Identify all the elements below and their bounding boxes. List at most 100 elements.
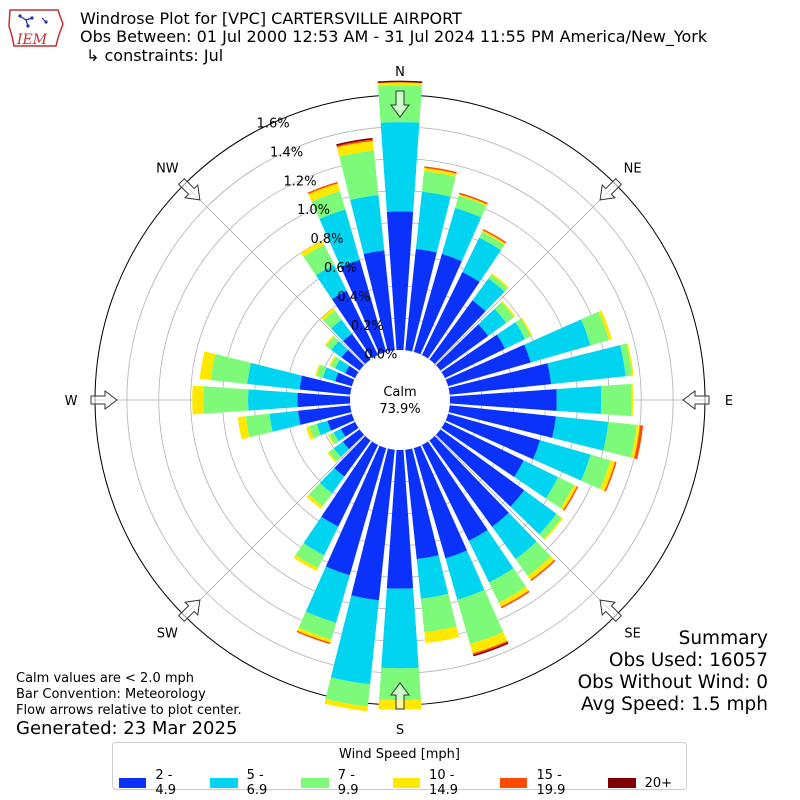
bar-segment [319, 209, 360, 267]
legend-swatch [210, 778, 238, 788]
bar-segment [630, 424, 640, 459]
bar-segment [472, 278, 505, 312]
bar-segment [386, 449, 414, 589]
bar-segment [498, 586, 529, 607]
bar-segment [473, 642, 509, 657]
bar-segment [424, 166, 457, 174]
legend-item: 20+ [607, 768, 673, 798]
bar-segment [600, 460, 616, 491]
bar-segment [543, 517, 563, 540]
bar-segment [336, 137, 373, 146]
bar-segment [441, 421, 524, 477]
bar-segment [547, 345, 626, 385]
bar-segment [336, 139, 373, 148]
bar-segment [479, 231, 505, 251]
bar-segment [298, 611, 337, 640]
bar-segment [339, 150, 379, 200]
compass-label-sw: SW [157, 627, 178, 642]
bar-segment [330, 356, 341, 369]
calm-definition: Calm values are < 2.0 mph [16, 671, 195, 686]
bar-segment [545, 477, 574, 509]
bar-segment [435, 429, 525, 507]
bar-segment [539, 513, 562, 539]
bar-segment [634, 425, 644, 460]
bar-segment [435, 324, 489, 371]
legend-label: 7 - 9.9 [337, 768, 359, 798]
bar-segment [326, 336, 339, 351]
legend-swatch [392, 778, 421, 788]
bar-segment [351, 448, 395, 601]
flow-arrow-sw-icon [177, 599, 201, 623]
bar-segment [501, 301, 516, 318]
legend-item: 2 - 4.9 [119, 768, 196, 798]
bar-segment [421, 271, 480, 359]
bar-segment [327, 413, 355, 431]
summary-obs-without-wind: Obs Without Wind: 0 [577, 672, 768, 693]
bar-segment [556, 385, 602, 415]
flow-arrow-shape [177, 177, 201, 201]
bar-segment [327, 434, 335, 445]
bar-segment [203, 386, 249, 414]
radial-tick-label: 1.0% [297, 203, 330, 218]
bar-segment [429, 435, 509, 527]
bar-segment [210, 353, 251, 384]
legend-item: 5 - 6.9 [210, 768, 287, 798]
bar-segment [315, 364, 321, 377]
bar-segment [482, 230, 506, 245]
radial-tick-label: 0.8% [310, 232, 343, 247]
bar-segment [363, 250, 395, 352]
calm-circle [350, 350, 450, 450]
bar-segment [581, 311, 609, 346]
bar-segment [421, 171, 456, 197]
legend-items: 2 - 4.9 5 - 6.9 7 - 9.9 10 - 14.9 15 - 19.9 2… [119, 768, 686, 798]
bar-segment [333, 441, 350, 457]
bar-segment [496, 322, 526, 349]
flow-arrow-shape [599, 599, 623, 623]
obs-range: Obs Between: 01 Jul 2000 12:53 AM - 31 J… [80, 27, 708, 46]
bar-segment [415, 191, 451, 253]
bar-segment [321, 441, 379, 527]
bar-segment [445, 550, 485, 600]
bar-segment [327, 451, 337, 463]
flow-arrow-shape [682, 390, 710, 410]
iem-logo-text: IEM [16, 32, 48, 48]
bar-segment [306, 494, 323, 509]
bar-segment [297, 392, 351, 408]
bar-segment [631, 383, 634, 417]
bar-segment [381, 588, 419, 669]
bar-segment [449, 389, 557, 411]
bar-segment [441, 334, 506, 379]
bar-segment [515, 541, 551, 576]
radial-tick-label: 0.6% [324, 261, 357, 276]
bar-convention: Bar Convention: Meteorology [16, 687, 206, 702]
bar-segment [380, 122, 420, 212]
flow-arrow-nw-icon [177, 177, 201, 201]
summary-avg-speed: Avg Speed: 1.5 mph [580, 694, 768, 715]
bar-segment [269, 410, 301, 432]
compass-label-s: S [396, 723, 404, 738]
flow-arrow-shape [177, 599, 201, 623]
bar-segment [300, 240, 325, 257]
bar-segment [320, 307, 336, 321]
legend-label: 20+ [644, 775, 673, 791]
bar-segment [322, 367, 339, 382]
legend-label: 10 - 14.9 [429, 768, 458, 798]
flow-arrow-se-icon [599, 599, 623, 623]
radial-tick-label: 0.4% [337, 290, 370, 305]
bar-segment [448, 405, 556, 438]
bar-segment [342, 429, 365, 450]
bar-segment [424, 626, 460, 644]
flow-arrow-shape [390, 90, 410, 118]
legend-item: 15 - 19.9 [500, 768, 593, 798]
bar-segment [424, 167, 457, 177]
bars [192, 80, 644, 712]
bar-segment [295, 543, 325, 569]
bar-segment [527, 556, 555, 580]
bar-segment [472, 640, 508, 655]
bar-segment [600, 383, 632, 417]
legend-swatch [301, 778, 329, 788]
flow-arrow-ne-icon [599, 177, 623, 201]
compass-label-w: W [65, 394, 78, 409]
chart-title: Windrose Plot for [VPC] CARTERSVILLE AIR… [80, 9, 462, 28]
